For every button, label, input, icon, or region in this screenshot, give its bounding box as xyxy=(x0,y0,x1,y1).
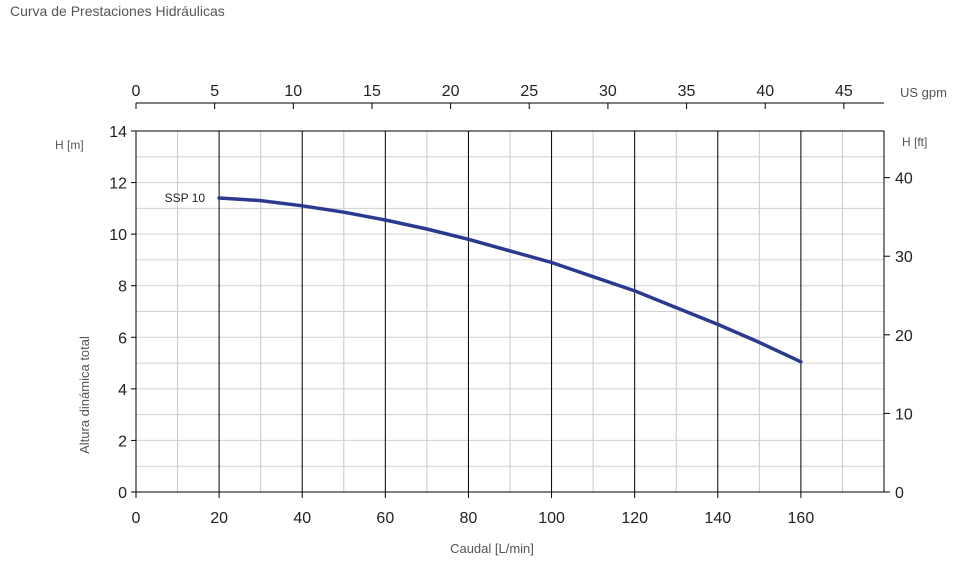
x-tick-label: 100 xyxy=(538,510,565,527)
y-right-tick-label: 0 xyxy=(895,485,904,502)
x-tick-label: 80 xyxy=(460,510,478,527)
x-tick-label: 60 xyxy=(376,510,394,527)
series-label: SSP 10 xyxy=(165,191,206,205)
series-line xyxy=(217,196,803,364)
plot-frame xyxy=(135,130,885,493)
x-axis-label: Caudal [L/min] xyxy=(450,541,534,556)
page-title: Curva de Prestaciones Hidráulicas xyxy=(10,3,225,19)
minor-grid xyxy=(136,131,884,492)
y-right-tick-label: 40 xyxy=(895,171,913,188)
x-top-tick-label: 10 xyxy=(284,83,302,100)
y-tick-label: 8 xyxy=(118,279,127,296)
x-top-tick-label: 35 xyxy=(678,83,696,100)
y-tick-label: 0 xyxy=(118,485,127,502)
series-layer: SSP 10 xyxy=(165,191,803,364)
y-right-unit-label: H [ft] xyxy=(902,135,927,149)
x-top-tick-label: 15 xyxy=(363,83,381,100)
x-top-tick-label: 45 xyxy=(835,83,853,100)
axes xyxy=(131,102,890,498)
x-tick-label: 20 xyxy=(210,510,228,527)
x-tick-label: 40 xyxy=(293,510,311,527)
x-tick-label: 120 xyxy=(621,510,648,527)
x-tick-label: 0 xyxy=(132,510,141,527)
y-tick-label: 2 xyxy=(118,433,127,450)
y-tick-label: 4 xyxy=(118,382,127,399)
y-tick-label: 14 xyxy=(109,124,127,141)
y-left-unit-label: H [m] xyxy=(55,138,84,152)
x-top-tick-label: 20 xyxy=(442,83,460,100)
y-axis-label: Altura dinámica total xyxy=(77,336,92,454)
x-top-tick-label: 30 xyxy=(599,83,617,100)
y-right-tick-label: 30 xyxy=(895,249,913,266)
y-right-tick-label: 20 xyxy=(895,328,913,345)
y-tick-label: 12 xyxy=(109,176,127,193)
x-top-unit-label: US gpm xyxy=(900,85,947,100)
x-tick-label: 160 xyxy=(788,510,815,527)
y-tick-label: 10 xyxy=(109,227,127,244)
major-grid xyxy=(218,131,802,492)
x-tick-label: 140 xyxy=(704,510,731,527)
x-top-tick-label: 0 xyxy=(132,83,141,100)
y-tick-label: 6 xyxy=(118,330,127,347)
x-top-tick-label: 40 xyxy=(756,83,774,100)
x-top-tick-label: 5 xyxy=(210,83,219,100)
y-right-tick-label: 10 xyxy=(895,406,913,423)
x-top-tick-label: 25 xyxy=(520,83,538,100)
